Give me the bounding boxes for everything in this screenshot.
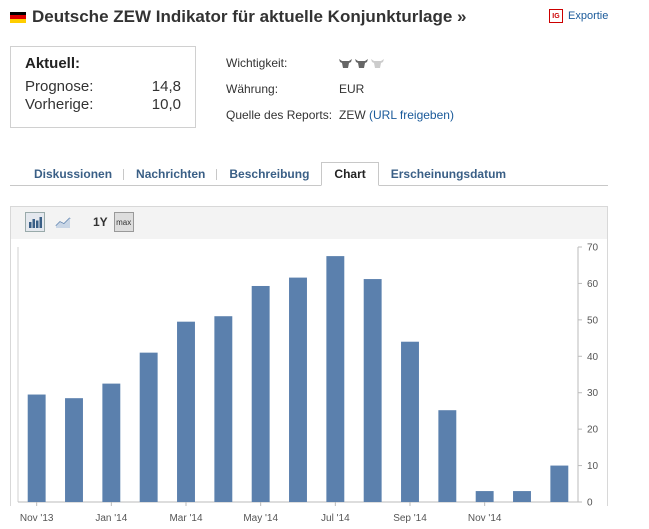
bar <box>27 394 46 502</box>
bar <box>475 491 494 502</box>
y-tick-label: 50 <box>587 315 599 326</box>
export-label: Exportie <box>568 10 609 22</box>
y-tick-label: 60 <box>587 279 599 290</box>
y-tick-label: 10 <box>587 461 599 472</box>
y-tick-label: 30 <box>587 388 599 399</box>
export-icon: IG <box>549 9 563 23</box>
y-tick-label: 20 <box>587 425 599 436</box>
page-header: Deutsche ZEW Indikator für aktuelle Konj… <box>10 4 467 30</box>
tab-erscheinungsdatum[interactable]: Erscheinungsdatum <box>390 167 507 181</box>
bar <box>177 321 195 502</box>
line-chart-icon <box>55 217 71 228</box>
x-tick-label: Jan '14 <box>95 513 127 524</box>
period-1y-button[interactable]: 1Y <box>93 215 108 229</box>
germany-flag-icon <box>10 11 26 23</box>
chart-panel: 1Y max <box>10 206 608 506</box>
export-button[interactable]: IG Exportie <box>549 9 608 23</box>
bar <box>513 491 531 502</box>
forecast-row: Prognose: 14,8 <box>25 78 181 96</box>
y-tick-label: 0 <box>587 498 593 509</box>
currency-row: Währung: EUR <box>226 76 454 102</box>
bar <box>326 256 345 502</box>
bull-icon <box>371 58 384 68</box>
source-row: Quelle des Reports: ZEW (URL freigeben) <box>226 102 454 128</box>
line-chart-toggle[interactable] <box>53 212 73 232</box>
bar <box>214 316 233 502</box>
tab-nachrichten[interactable]: Nachrichten <box>124 163 218 185</box>
tab-diskussionen[interactable]: Diskussionen <box>10 163 125 185</box>
y-tick-label: 40 <box>587 352 599 363</box>
bar <box>438 410 457 502</box>
tab-chart[interactable]: Chart <box>321 162 379 186</box>
bar <box>401 341 419 502</box>
x-tick-label: Nov '14 <box>468 513 502 524</box>
source-value: ZEW <box>339 108 366 122</box>
previous-value: 10,0 <box>151 96 181 113</box>
bar <box>363 279 382 502</box>
bar <box>102 383 121 502</box>
x-tick-label: May '14 <box>243 513 278 524</box>
event-info: Wichtigkeit: Währung: EUR Quelle des Rep… <box>226 50 454 128</box>
bar <box>65 398 83 502</box>
source-link-close: ) <box>449 108 454 122</box>
forecast-value: 14,8 <box>151 78 181 95</box>
current-title: Aktuell: <box>25 55 81 72</box>
bar <box>289 277 307 502</box>
x-tick-label: Nov '13 <box>20 513 54 524</box>
bar <box>251 285 270 502</box>
bar <box>550 465 569 502</box>
bar-chart-toggle[interactable] <box>25 212 45 232</box>
forecast-label: Prognose: <box>25 78 94 95</box>
previous-label: Vorherige: <box>25 96 94 113</box>
bar-chart-icon <box>29 217 42 228</box>
source-label: Quelle des Reports: <box>226 108 333 122</box>
currency-value: EUR <box>339 82 365 96</box>
currency-label: Währung: <box>226 82 279 96</box>
current-values-box: Aktuell: Prognose: 14,8 Vorherige: 10,0 <box>10 46 196 128</box>
period-max-button[interactable]: max <box>113 212 134 232</box>
x-tick-label: Jul '14 <box>321 513 350 524</box>
importance-rating <box>339 58 384 68</box>
bar <box>139 352 158 502</box>
chart-toolbar: 1Y max <box>25 212 134 232</box>
y-tick-label: 70 <box>587 243 599 254</box>
bull-icon <box>339 58 352 68</box>
bull-icon <box>355 58 368 68</box>
tab-bar: Diskussionen Nachrichten Beschreibung Chart… <box>10 162 608 186</box>
x-tick-label: Mar '14 <box>169 513 202 524</box>
source-link-open: ( <box>369 108 374 122</box>
importance-label: Wichtigkeit: <box>226 56 288 70</box>
x-tick-label: Sep '14 <box>393 513 427 524</box>
page-title[interactable]: Deutsche ZEW Indikator für aktuelle Konj… <box>32 7 467 26</box>
previous-row: Vorherige: 10,0 <box>25 96 181 114</box>
tab-beschreibung[interactable]: Beschreibung <box>229 167 310 181</box>
importance-row: Wichtigkeit: <box>226 50 454 76</box>
share-url-link[interactable]: URL freigeben <box>373 108 450 122</box>
